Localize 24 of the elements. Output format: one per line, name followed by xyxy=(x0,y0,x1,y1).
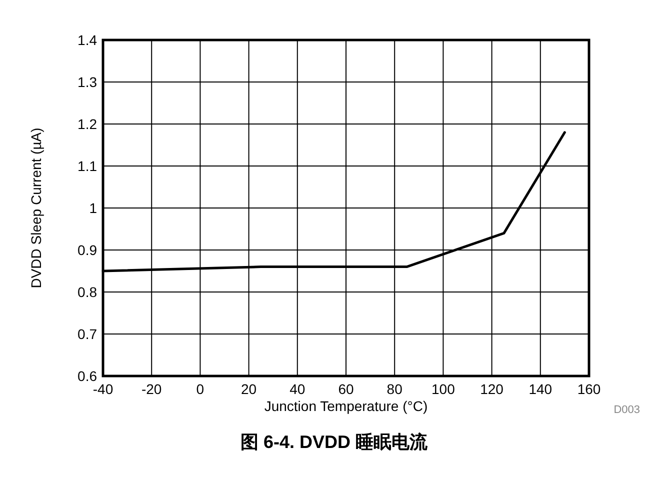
x-tick-label: -20 xyxy=(141,381,162,397)
x-tick-label: 160 xyxy=(577,381,601,397)
y-tick-label: 1.3 xyxy=(78,74,98,90)
x-tick-label: 100 xyxy=(432,381,456,397)
y-tick-label: 1.1 xyxy=(78,158,98,174)
y-tick-label: 0.7 xyxy=(78,326,98,342)
y-tick-label: 1.2 xyxy=(78,116,98,132)
text: D003 xyxy=(614,404,640,416)
x-tick-label: 60 xyxy=(338,381,354,397)
x-tick-label: -40 xyxy=(92,381,114,397)
x-axis-title: Junction Temperature (°C) xyxy=(264,398,428,414)
x-tick-label: 120 xyxy=(480,381,504,397)
y-tick-label: 0.8 xyxy=(78,284,98,300)
y-tick-label: 1 xyxy=(89,200,98,216)
text: 图 6-4. DVDD 睡眠电流 xyxy=(240,432,429,452)
y-axis-title: DVDD Sleep Current (µA) xyxy=(28,128,44,288)
y-tick-label: 0.6 xyxy=(78,368,98,384)
x-tick-label: 40 xyxy=(290,381,306,397)
y-tick-label: 1.4 xyxy=(78,32,98,48)
x-tick-label: 80 xyxy=(386,381,403,397)
x-tick-label: 140 xyxy=(528,381,552,397)
x-tick-label: 20 xyxy=(241,381,257,397)
y-tick-label: 0.9 xyxy=(78,242,98,258)
x-tick-label: 0 xyxy=(196,381,204,397)
